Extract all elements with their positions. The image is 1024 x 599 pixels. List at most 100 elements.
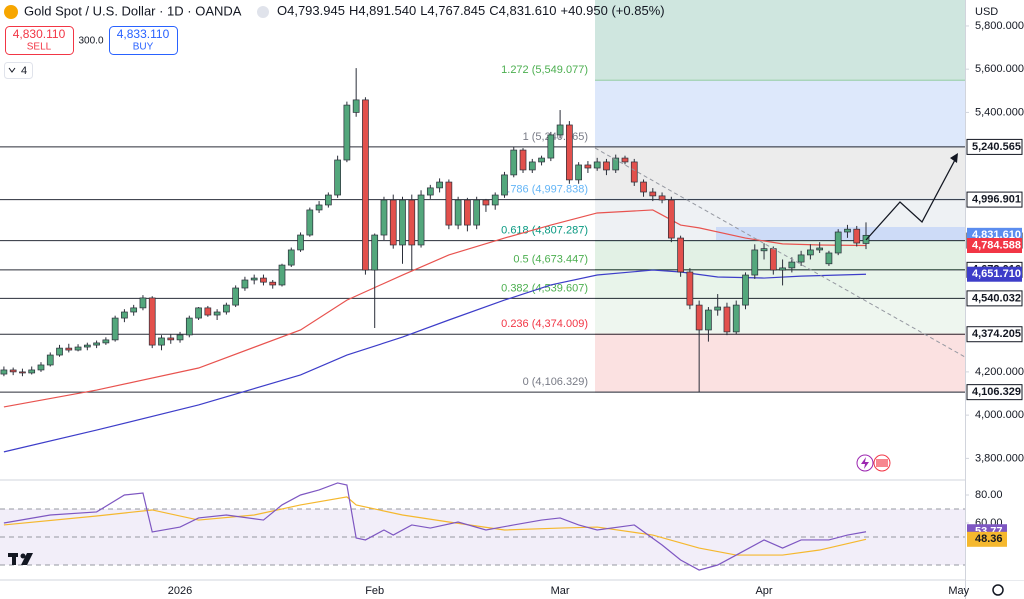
price-axis-currency: USD bbox=[975, 6, 998, 18]
candle-body bbox=[436, 181, 443, 189]
candle-body bbox=[260, 277, 267, 283]
candle-body bbox=[102, 339, 110, 344]
rsi-line bbox=[3, 482, 867, 571]
fib-label: 0 (4,106.329) bbox=[523, 376, 588, 388]
candle-body bbox=[807, 249, 814, 256]
rsi-tick-label: 80.00 bbox=[975, 489, 1003, 501]
x-tick-label: 2026 bbox=[168, 585, 192, 597]
buy-price: 4,833.110 bbox=[117, 27, 170, 41]
y-tick-label: 4,200.000 bbox=[975, 366, 1024, 378]
candle-body bbox=[788, 261, 796, 269]
x-tick-label: Apr bbox=[755, 585, 772, 597]
indicators-count: 4 bbox=[21, 65, 27, 77]
candle-body bbox=[705, 309, 712, 331]
logo-part bbox=[21, 553, 33, 565]
line-price-box bbox=[966, 191, 1023, 208]
price-label-box bbox=[967, 266, 1022, 282]
candle-body bbox=[723, 306, 731, 333]
candle-body bbox=[389, 199, 397, 246]
change-value: +40.950 (+0.85%) bbox=[561, 3, 665, 18]
ohlc-values: O4,793.945 H4,891.540 L4,767.845 C4,831.610… bbox=[277, 3, 665, 18]
buy-button[interactable] bbox=[109, 26, 178, 55]
indicators-toggle[interactable] bbox=[4, 62, 33, 79]
candle-body bbox=[28, 369, 36, 374]
line-price-box bbox=[966, 290, 1023, 307]
projection-arrow bbox=[865, 157, 957, 241]
candle-body bbox=[621, 157, 629, 163]
line-price-box bbox=[966, 138, 1023, 155]
candle-body bbox=[74, 346, 82, 351]
candle-body bbox=[19, 371, 26, 374]
arrow-head bbox=[950, 153, 958, 163]
candle-body bbox=[454, 199, 462, 226]
open-value: O4,793.945 bbox=[277, 3, 345, 18]
price-label: 4,651.710 bbox=[972, 268, 1021, 280]
price-label: 4,784.588 bbox=[972, 239, 1021, 251]
fib-label: 0.5 (4,673.447) bbox=[513, 253, 588, 265]
candle-body bbox=[630, 161, 638, 183]
candle-body bbox=[399, 199, 406, 246]
x-tick-label: May bbox=[948, 585, 969, 597]
symbol-title: Gold Spot / U.S. Dollar · 1D · OANDA bbox=[24, 3, 242, 18]
candle-body bbox=[130, 307, 138, 313]
candle-body bbox=[649, 191, 657, 197]
toggle-icon[interactable] bbox=[257, 6, 269, 18]
candle-body bbox=[352, 99, 360, 113]
candle-body bbox=[204, 307, 212, 316]
candle-body bbox=[232, 287, 239, 306]
settings-icon[interactable] bbox=[992, 584, 1004, 596]
candle-body bbox=[742, 274, 749, 306]
candle-body bbox=[797, 254, 805, 263]
sell-button[interactable] bbox=[5, 26, 74, 55]
signal-value-box bbox=[967, 531, 1007, 547]
candle-body bbox=[195, 307, 202, 319]
buy-label: BUY bbox=[133, 42, 154, 53]
candle-body bbox=[677, 237, 684, 273]
fib-label: 0.382 (4,539.607) bbox=[501, 282, 588, 294]
candle-body bbox=[83, 344, 91, 348]
candle-body bbox=[287, 249, 295, 266]
candle-body bbox=[825, 252, 833, 265]
candle-body bbox=[658, 195, 666, 201]
candle-body bbox=[491, 194, 499, 206]
candle-body bbox=[695, 304, 703, 331]
candle-body bbox=[241, 279, 249, 289]
fib-label: 0.236 (4,374.009) bbox=[501, 318, 588, 330]
candle-body bbox=[56, 347, 63, 356]
candle-body bbox=[167, 337, 175, 341]
candle-body bbox=[667, 199, 675, 239]
candle-body bbox=[37, 364, 45, 371]
line-price-label: 4,374.205 bbox=[972, 328, 1021, 340]
symbol-icon bbox=[4, 5, 18, 19]
candle-body bbox=[612, 157, 620, 171]
candle-body bbox=[417, 194, 425, 246]
candle-body bbox=[250, 277, 258, 281]
price-label-box bbox=[967, 237, 1022, 253]
candle-body bbox=[603, 161, 610, 171]
candle-body bbox=[556, 124, 564, 136]
candle-body bbox=[306, 209, 314, 236]
candle-body bbox=[176, 334, 184, 341]
candle-body bbox=[779, 267, 786, 271]
line-price-label: 4,996.901 bbox=[972, 193, 1021, 205]
candle-body bbox=[445, 181, 453, 226]
candle-body bbox=[584, 164, 592, 169]
fib-zone bbox=[595, 269, 965, 299]
sell-label: SELL bbox=[27, 42, 52, 53]
trend-line bbox=[594, 147, 966, 358]
overlay bbox=[594, 147, 966, 472]
candle-body bbox=[760, 248, 768, 252]
candle-body bbox=[371, 234, 379, 271]
chevron bbox=[8, 67, 16, 73]
y-tick-label: 5,400.000 bbox=[975, 106, 1024, 118]
candle-body bbox=[547, 134, 555, 159]
axes: 3,800.000 4,000.000 4,200.000 5,400.000 5,60… bbox=[168, 20, 1024, 597]
candle-body bbox=[325, 194, 332, 206]
line-price-box bbox=[966, 384, 1023, 401]
y-tick-label: 5,600.000 bbox=[975, 63, 1024, 75]
candle-body bbox=[816, 247, 824, 251]
fib-zone bbox=[595, 334, 965, 393]
candle-body bbox=[575, 164, 582, 181]
candle-body bbox=[751, 249, 759, 276]
